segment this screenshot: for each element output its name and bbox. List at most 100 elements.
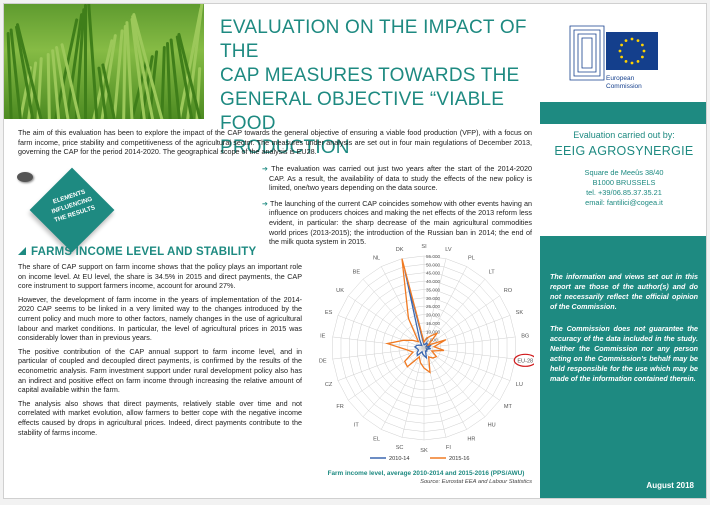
contractor-info: Evaluation carried out by: EEIG AGROSYNE…	[540, 124, 706, 218]
body-paragraph: The share of CAP support on farm income …	[18, 262, 302, 291]
category-label: HR	[467, 436, 475, 442]
brochure-page: EVALUATION ON THE IMPACT OF THE CAP MEAS…	[3, 3, 707, 499]
eu-star-icon	[630, 37, 634, 41]
sidebar-header-band	[540, 102, 706, 124]
address-line: B1000 BRUSSELS	[592, 178, 656, 187]
category-label: SK	[420, 448, 428, 454]
series-line	[384, 258, 447, 374]
grass-blade	[4, 70, 7, 119]
category-label: SC	[396, 445, 404, 451]
chart-source: Source: Eurostat EEA and Labour Statisti…	[420, 479, 532, 485]
category-label: PL	[468, 256, 475, 262]
arrow-icon: ➔	[262, 164, 272, 173]
tick-label: 10.000	[426, 329, 440, 334]
eu-star-icon	[636, 39, 640, 43]
eu-star-icon	[636, 59, 640, 63]
radar-spoke	[362, 347, 425, 418]
radar-spoke	[381, 347, 425, 430]
eu-star-icon	[624, 59, 628, 63]
page-title: EVALUATION ON THE IMPACT OF THE CAP MEAS…	[220, 16, 550, 160]
category-label: LT	[489, 270, 496, 276]
tick-label: 50.000	[426, 262, 440, 267]
radar-spoke	[423, 347, 516, 360]
category-label: ES	[325, 310, 333, 316]
radar-spoke	[423, 336, 516, 349]
category-label: BG	[521, 334, 529, 340]
section-heading: FARMS INCOME LEVEL AND STABILITY	[18, 246, 256, 258]
bullet-item: ➔ The launching of the current CAP coinc…	[262, 198, 532, 247]
category-label: FI	[446, 445, 451, 451]
radar-spoke	[332, 336, 425, 349]
category-label: CZ	[325, 382, 333, 388]
category-label: MT	[504, 404, 513, 410]
category-label: NL	[373, 256, 380, 262]
category-label: FR	[336, 404, 343, 410]
farm-income-radar-chart: SI LV PL LT RO SK BG EU-28 LU MT HU HR FI SK SC EL IT FR C…	[319, 244, 534, 462]
radar-spoke	[362, 278, 425, 349]
arrow-icon: ➔	[262, 198, 271, 208]
radar-spoke	[423, 258, 447, 349]
elements-influencing-tag: ELEMENTS INFLUENCING THE RESULTS	[29, 167, 115, 253]
series-line	[404, 269, 432, 360]
title-line: GENERAL OBJECTIVE “VIABLE FOOD	[220, 89, 505, 134]
radar-spoke	[348, 295, 425, 349]
category-label: UK	[336, 288, 344, 294]
title-line: PRODUCTION	[220, 137, 350, 158]
eu-star-icon	[618, 49, 622, 53]
eu-star-icon	[630, 61, 634, 65]
radar-spoke	[337, 347, 425, 381]
category-label: IE	[320, 334, 326, 340]
carried-out-label: Evaluation carried out by:	[573, 130, 675, 140]
eu-star-icon	[620, 55, 624, 59]
section-body: The share of CAP support on farm income …	[18, 262, 302, 441]
category-label: SK	[516, 310, 524, 316]
category-label: IT	[354, 422, 360, 428]
chart-caption: Farm income level, average 2010-2014 and…	[327, 470, 525, 477]
tick-label: 35.000	[426, 287, 440, 292]
body-paragraph: However, the development of farm income …	[18, 294, 302, 343]
disclaimer-text: The information and views set out in thi…	[550, 272, 698, 311]
tick-label: 30.000	[426, 296, 440, 301]
triangle-icon	[18, 247, 26, 255]
eu-star-icon	[640, 55, 644, 59]
disclaimer-panel: The information and views set out in thi…	[540, 236, 706, 498]
category-label: DK	[396, 247, 404, 253]
disclaimer-text: The Commission does not guarantee the ac…	[550, 324, 698, 383]
category-label: BE	[353, 270, 361, 276]
address-line: Square de Meeûs 38/40	[584, 168, 664, 177]
email-link[interactable]: email: fantilici@cogea.it	[585, 198, 663, 207]
radar-spoke	[423, 295, 500, 349]
radar-spoke	[337, 315, 425, 349]
grass-blade	[83, 4, 87, 119]
category-label: LV	[445, 247, 452, 253]
title-line: CAP MEASURES TOWARDS THE	[220, 65, 520, 86]
category-label: DE	[319, 358, 327, 364]
legend-label: 2010-14	[389, 456, 410, 462]
category-label: LU	[516, 382, 523, 388]
radar-spoke	[423, 347, 467, 430]
radar-spoke	[423, 266, 467, 349]
radar-spoke	[423, 347, 447, 438]
category-label: RO	[504, 288, 513, 294]
tick-label: 55.000	[426, 254, 440, 259]
body-paragraph: The analysis also shows that direct paym…	[18, 398, 302, 437]
title-line: EVALUATION ON THE IMPACT OF THE	[220, 17, 527, 62]
eu-star-icon	[624, 39, 628, 43]
radar-spoke	[423, 347, 511, 381]
body-paragraph: The positive contribution of the CAP ann…	[18, 346, 302, 395]
elements-bullet-list: ➔ The evaluation was carried out just tw…	[262, 164, 532, 253]
legend-label: 2015-16	[449, 456, 470, 462]
svg-text:Commission: Commission	[606, 83, 642, 90]
category-label: SI	[421, 244, 427, 250]
contractor-name: EEIG AGROSYNERGIE	[554, 144, 694, 158]
tick-label: 45.000	[426, 271, 440, 276]
radar-spoke	[348, 347, 425, 401]
pushpin-icon	[17, 172, 33, 182]
publication-date: August 2018	[646, 481, 694, 490]
tick-label: 20.000	[426, 313, 440, 318]
bullet-item: ➔ The evaluation was carried out just tw…	[262, 164, 533, 193]
category-label: EL	[373, 436, 380, 442]
eu-star-icon	[620, 43, 624, 47]
european-commission-logo: European Commission	[569, 25, 658, 90]
radar-spoke	[381, 266, 425, 349]
